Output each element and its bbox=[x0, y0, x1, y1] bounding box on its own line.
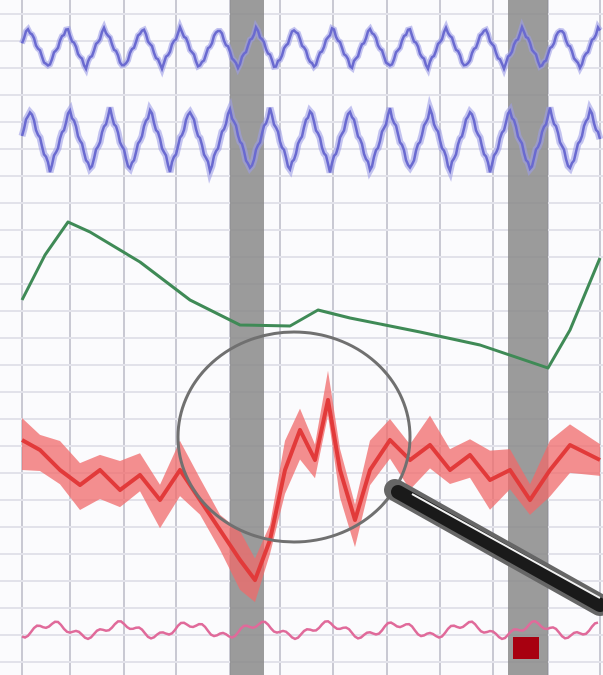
trace-group bbox=[18, 18, 603, 641]
square-marker-icon bbox=[513, 637, 539, 659]
magnifier-handle bbox=[391, 485, 603, 612]
skin-conductance-trace bbox=[20, 220, 602, 370]
pulse-trace bbox=[21, 619, 599, 641]
cardio-trace bbox=[21, 398, 601, 582]
magnifier-handle-highlight bbox=[411, 493, 601, 599]
magnifier-lens bbox=[176, 330, 412, 544]
respiration-lower-trace bbox=[20, 103, 602, 176]
respiration-upper-trace bbox=[20, 23, 602, 73]
magnifying-glass-icon bbox=[176, 330, 603, 616]
cardio-band bbox=[22, 370, 600, 603]
